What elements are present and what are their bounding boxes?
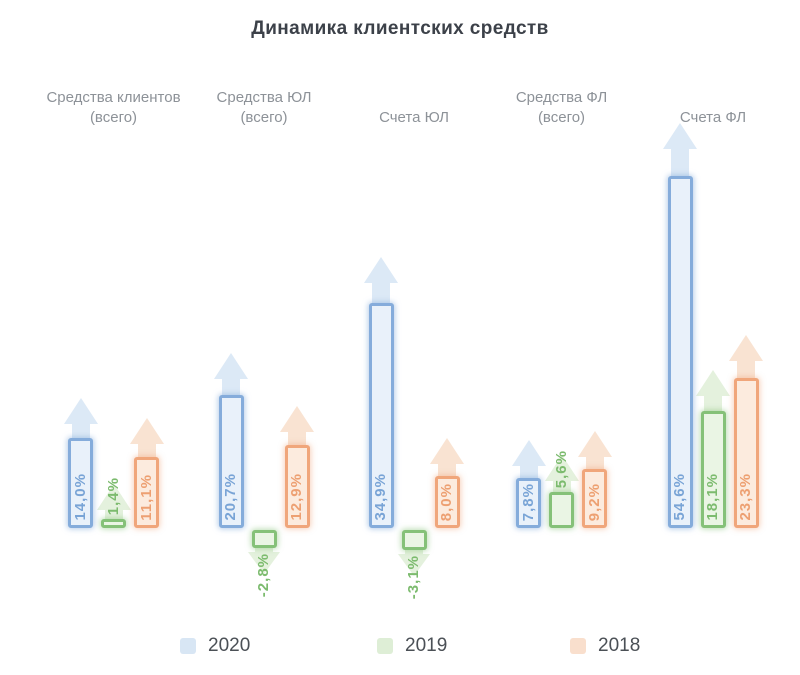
legend-item-2020: 2020 [180, 635, 250, 657]
value-label-2018-g1: 11,1% [137, 474, 155, 521]
legend-item-2018: 2018 [570, 635, 640, 657]
bar-2018-g1 [134, 457, 159, 528]
arrow-up-icon [63, 398, 98, 424]
legend-swatch-2019 [377, 638, 393, 654]
category-label-2: Средства ЮЛ (всего) [179, 84, 349, 128]
arrow-up-icon [430, 438, 464, 464]
bar-2020-g2 [218, 395, 244, 528]
bar-2019-g3 [401, 530, 427, 550]
value-label-2018-g4: 9,2% [585, 482, 603, 521]
value-label-2019-g3: -3,1% [405, 555, 422, 600]
arrow-up-icon [280, 406, 314, 432]
category-label-line: Средства ФЛ [515, 89, 608, 106]
bar-2019-g5 [700, 411, 726, 528]
category-label-4: Средства ФЛ (всего) [477, 84, 647, 128]
value-label-2018-g5: 23,3% [737, 473, 754, 521]
category-label-3: Счета ЮЛ [329, 84, 499, 128]
bar-2018-g5 [733, 378, 759, 528]
legend-label-2020: 2020 [208, 635, 251, 656]
arrow-up-icon [544, 455, 579, 481]
arrow-up-icon [663, 123, 697, 149]
category-label-5: Счета ФЛ [628, 84, 798, 128]
bar-2020-g4 [516, 478, 541, 528]
bar-2018-g2 [284, 445, 310, 528]
value-label-2019-g1: 1,4% [104, 476, 122, 515]
bar-2019-g1 [101, 519, 126, 528]
category-label-line: (всего) [89, 109, 138, 126]
legend-label-2018: 2018 [598, 635, 641, 656]
value-label-2020-g3: 34,9% [372, 473, 389, 521]
arrow-up-icon [696, 370, 730, 396]
category-label-line: (всего) [537, 109, 586, 126]
legend-swatch-2020 [180, 638, 196, 654]
legend-label-2019: 2019 [405, 635, 448, 656]
bar-2020-g3 [368, 303, 394, 528]
arrow-up-icon [729, 335, 763, 361]
category-label-line: Средства ЮЛ [216, 89, 312, 106]
value-label-2019-g4: 5,6% [552, 449, 570, 488]
legend-swatch-2018 [570, 638, 586, 654]
legend-item-2019: 2019 [377, 635, 447, 657]
bar-2018-g3 [434, 476, 460, 528]
bar-2019-g2 [251, 530, 277, 548]
category-label-line: Средства клиентов [46, 89, 181, 106]
arrow-up-icon [364, 257, 398, 283]
value-label-2020-g5: 54,6% [671, 473, 688, 521]
bar-2018-g4 [582, 469, 607, 528]
bar-2020-g1 [68, 438, 93, 528]
bar-2019-g4 [549, 492, 574, 528]
arrow-down-icon [398, 554, 430, 576]
category-label-line: Счета ФЛ [679, 109, 747, 126]
value-label-2020-g4: 7,8% [519, 482, 537, 521]
arrow-up-icon [511, 440, 546, 466]
value-label-2020-g1: 14,0% [71, 473, 89, 521]
value-label-2019-g2: -2,8% [255, 553, 272, 598]
category-label-1: Средства клиентов (всего) [29, 84, 199, 128]
arrow-down-icon [248, 552, 280, 574]
arrow-up-icon [214, 353, 248, 379]
arrow-up-icon [96, 484, 131, 510]
value-label-2020-g2: 20,7% [222, 473, 239, 521]
value-label-2019-g5: 18,1% [704, 473, 721, 521]
arrow-up-icon [577, 431, 612, 457]
category-label-line: (всего) [240, 109, 288, 126]
bar-2020-g5 [667, 176, 693, 528]
value-label-2018-g2: 12,9% [288, 473, 305, 521]
value-label-2018-g3: 8,0% [438, 482, 455, 521]
arrow-up-icon [129, 418, 164, 444]
chart-title: Динамика клиентских средств [251, 18, 549, 39]
category-label-line: Счета ЮЛ [379, 109, 449, 126]
